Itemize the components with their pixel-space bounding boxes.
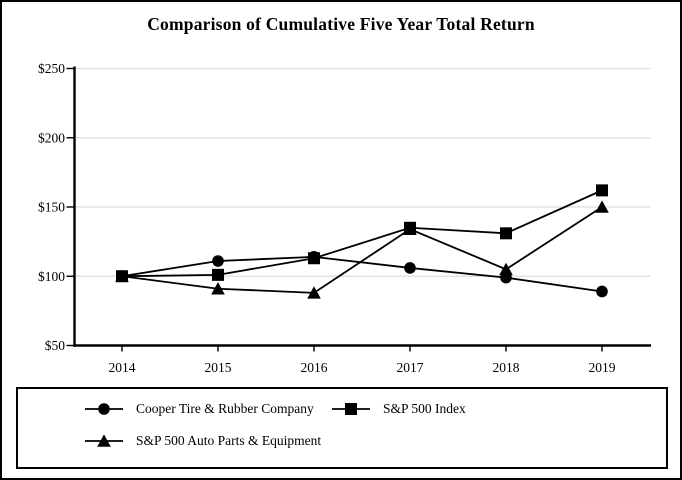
triangle-marker: [307, 286, 321, 299]
circle-marker-icon: [85, 403, 123, 415]
triangle-marker: [499, 262, 513, 276]
triangle-marker: [97, 434, 111, 447]
square-marker: [404, 221, 416, 234]
x-tick-label: 2015: [205, 360, 232, 375]
series-line: [121, 255, 603, 293]
axes: [66, 66, 651, 352]
circle-marker: [212, 255, 224, 267]
square-marker: [596, 184, 608, 197]
x-tick-label: 2014: [109, 360, 136, 375]
x-tick-label: 2017: [397, 360, 424, 375]
x-tick-label: 2018: [493, 360, 520, 375]
triangle-marker: [595, 200, 609, 213]
square-marker: [212, 268, 224, 281]
series-triangle: [115, 200, 609, 299]
triangle-marker: [211, 282, 225, 295]
legend-label-autoparts: S&P 500 Auto Parts & Equipment: [136, 433, 322, 449]
square-marker: [500, 227, 512, 240]
y-tick-label: $150: [38, 200, 65, 215]
circle-marker: [98, 403, 110, 415]
y-tick-label: $200: [38, 130, 65, 145]
x-tick-label: 2019: [589, 360, 616, 375]
legend-item-autoparts: S&P 500 Auto Parts & Equipment: [85, 433, 321, 449]
y-tick-label: $100: [38, 269, 65, 284]
y-tick-label: $250: [38, 61, 65, 76]
legend-item-cooper: Cooper Tire & Rubber Company: [85, 401, 314, 417]
x-tick-label: 2016: [301, 360, 328, 375]
series-line: [121, 189, 603, 278]
series-square: [116, 184, 608, 283]
triangle-marker-icon: [85, 434, 123, 447]
square-marker-icon: [332, 403, 370, 415]
circle-marker: [596, 285, 608, 298]
square-marker: [116, 270, 128, 283]
circle-marker: [404, 262, 416, 274]
y-tick-label: $50: [45, 338, 66, 353]
series-line: [121, 206, 603, 294]
axis-labels: $50 $100 $150 $200 $250 2014 2015 2016 2017 2018 2…: [38, 61, 616, 375]
legend-label-cooper: Cooper Tire & Rubber Company: [136, 401, 314, 417]
legend-label-sp500: S&P 500 Index: [383, 401, 466, 417]
chart-title: Comparison of Cumulative Five Year Total…: [147, 14, 535, 34]
square-marker: [345, 403, 357, 415]
gridlines: [74, 67, 651, 277]
square-marker: [308, 252, 320, 265]
chart-canvas: $50 $100 $150 $200 $250 2014 2015 2016 2017 2018 2…: [38, 61, 651, 375]
series-circle: [116, 251, 608, 298]
legend-item-sp500: S&P 500 Index: [332, 401, 466, 417]
legend-box: Cooper Tire & Rubber Company S&P 500 Ind…: [16, 387, 668, 469]
